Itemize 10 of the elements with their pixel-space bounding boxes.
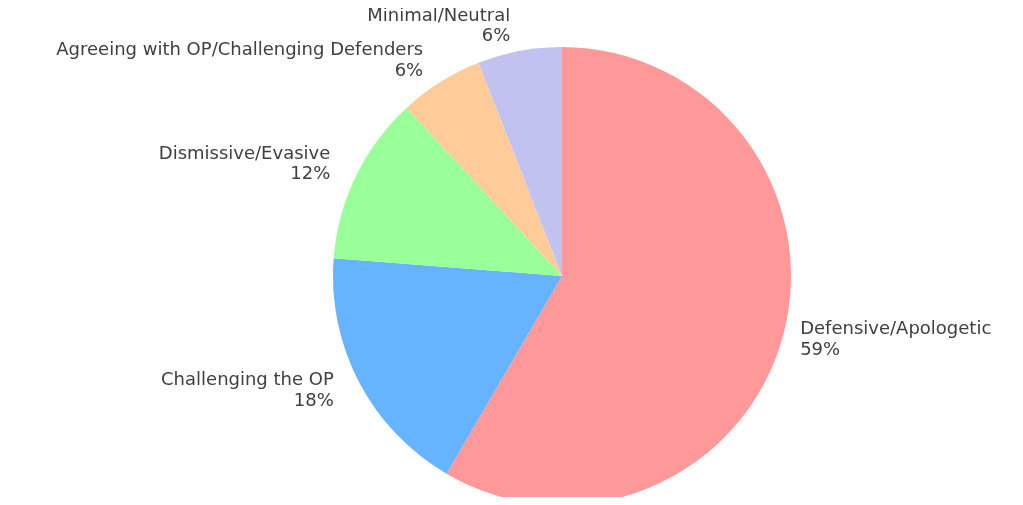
data-label: 12% bbox=[290, 162, 331, 184]
data-label: 18% bbox=[293, 388, 334, 410]
slice-label: Defensive/Apologetic bbox=[800, 317, 992, 339]
data-label: 6% bbox=[481, 24, 511, 46]
slice-label: Challenging the OP bbox=[161, 368, 334, 390]
slice-label: Minimal/Neutral bbox=[367, 3, 511, 25]
slice-label: Agreeing with OP/Challenging Defenders bbox=[56, 37, 424, 59]
data-label: 6% bbox=[394, 58, 424, 80]
data-label: 59% bbox=[800, 337, 841, 359]
slice-label: Dismissive/Evasive bbox=[158, 141, 331, 163]
